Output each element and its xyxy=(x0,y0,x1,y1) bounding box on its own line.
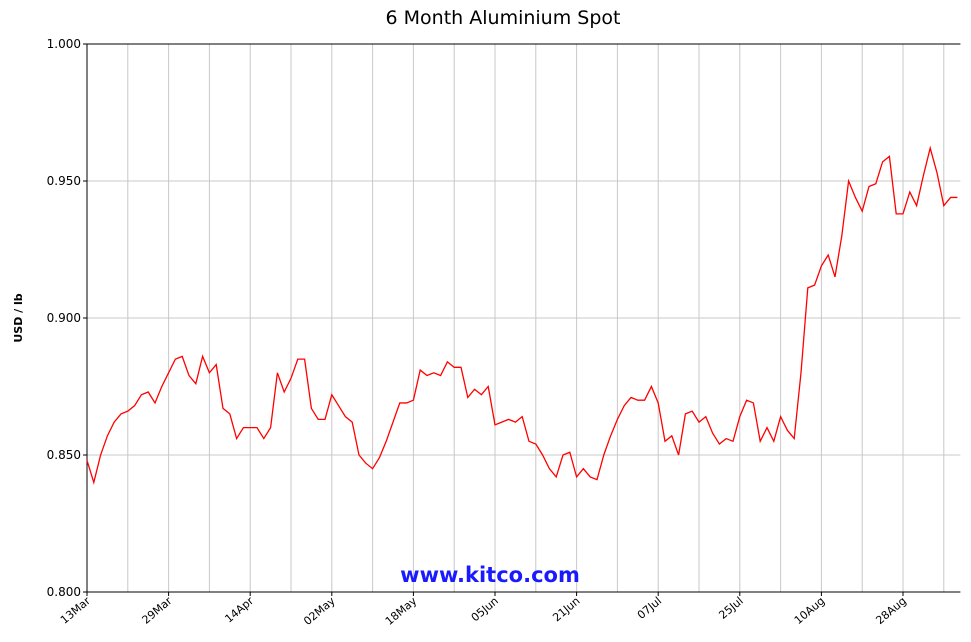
x-tick-label: 21Jun xyxy=(550,594,582,624)
y-tick-label: 0.800 xyxy=(47,585,81,599)
x-tick-label: 10Aug xyxy=(792,594,828,627)
data-line xyxy=(86,145,958,485)
x-tick-label: 28Aug xyxy=(873,594,909,627)
x-tick-label: 14Apr xyxy=(222,594,256,625)
y-tick-label: 0.850 xyxy=(47,448,81,462)
x-tick-label: 18May xyxy=(383,594,420,628)
x-tick-label: 25Jul xyxy=(716,594,745,621)
x-tick-label: 07Jul xyxy=(635,594,664,621)
x-tick-label: 05Jun xyxy=(469,594,501,624)
y-axis-label: USD / lb xyxy=(12,293,25,342)
x-tick-label: 29Mar xyxy=(140,594,175,627)
x-tick-label: 02May xyxy=(301,594,338,628)
chart-title: 6 Month Aluminium Spot xyxy=(386,7,621,29)
y-tick-label: 0.950 xyxy=(47,174,81,188)
y-tick-label: 0.900 xyxy=(47,311,81,325)
y-tick-label: 1.000 xyxy=(47,37,81,51)
watermark: www.kitco.com xyxy=(400,563,580,587)
